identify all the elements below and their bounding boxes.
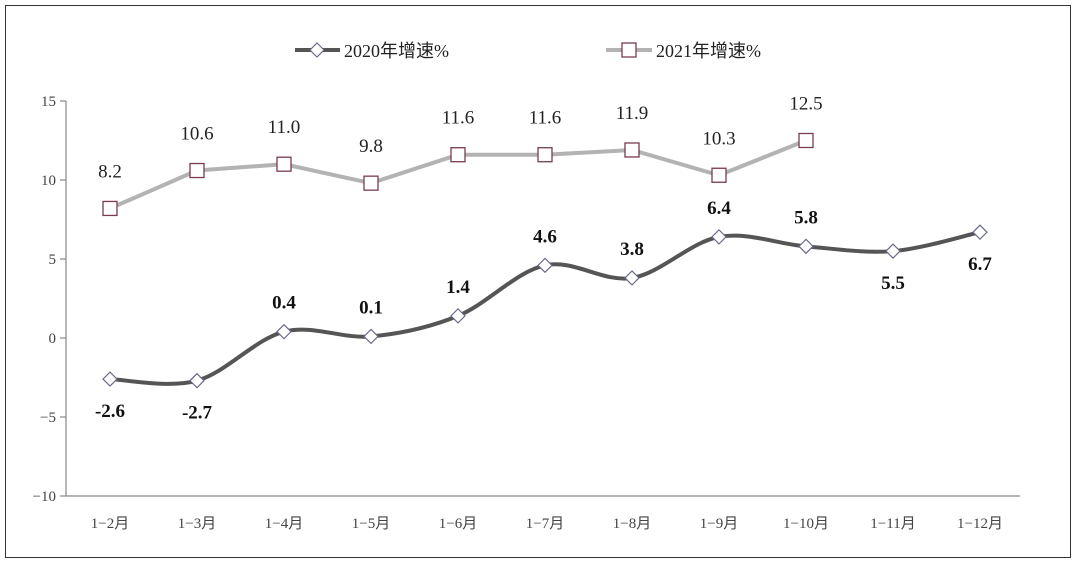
series-2020-data-label: 3.8 [620,239,644,260]
series-2020-data-label: 5.5 [881,273,905,294]
series-2021-data-label: 12.5 [789,94,822,115]
x-tick-label: 1−3月 [178,516,216,532]
series-2020-line [109,230,981,386]
series-2020-marker [276,323,292,340]
series-2021-data-label: 10.3 [702,128,735,149]
series-2021-data-label: 11.6 [442,108,475,129]
x-tick-label: 1−11月 [870,516,915,532]
series-2020-marker [885,243,901,259]
series-2020-marker [363,328,379,345]
series-2020-marker [537,257,553,274]
series-2021-data-label: 11.0 [268,117,301,138]
x-tick-label: 1−12月 [957,516,1003,532]
series-2021-data-label: 8.2 [98,161,122,182]
chart-frame [5,5,1071,558]
series-2020-marker [102,371,118,387]
x-tick-label: 1−8月 [613,516,651,532]
series-2021-data-label: 11.9 [616,103,649,124]
y-tick-label: 15 [41,94,56,110]
legend-2021-label: 2021年增速% [656,41,761,61]
series-2020-data-label: 1.4 [446,277,470,298]
series-2020-data-label: 6.7 [968,254,992,275]
series-2021-marker [624,142,640,158]
series-2020-data-label: 0.1 [359,297,383,318]
series-2020-marker [189,372,205,389]
y-tick-label: −5 [40,410,56,426]
y-tick-label: 5 [49,252,57,268]
series-2021-marker [189,162,205,179]
series-2020-marker [972,224,988,240]
series-2020-data-label: 4.6 [533,226,557,247]
series-2021-marker [276,156,292,172]
series-2020-marker [711,229,727,245]
series-2020-data-label: 5.8 [794,207,818,228]
legend-2021-square-icon [621,42,637,58]
series-2020-data-label: -2.6 [95,401,125,422]
series-2021-marker [450,147,466,163]
x-tick-label: 1−9月 [700,516,738,532]
series-2021-marker [537,147,553,163]
x-tick-label: 1−6月 [439,516,477,532]
y-tick-label: −10 [33,489,56,505]
series-2021-marker [363,175,379,191]
y-tick-label: 0 [49,331,57,347]
x-tick-label: 1−2月 [91,516,129,532]
series-2020-marker [624,270,640,286]
series-2021-marker [102,200,118,217]
series-2021-data-label: 9.8 [359,136,383,157]
series-2020-marker [450,308,466,324]
series-2021-marker [711,167,727,183]
y-tick-label: 10 [41,173,56,189]
series-2021-data-label: 11.6 [529,108,562,129]
legend-2020-label: 2020年增速% [344,41,449,61]
x-tick-label: 1−7月 [526,516,564,532]
x-tick-label: 1−10月 [783,516,829,532]
series-2020-marker [798,238,814,255]
series-2020-data-label: -2.7 [182,403,213,424]
x-tick-label: 1−4月 [265,516,303,532]
series-2020-data-label: 6.4 [707,198,731,219]
series-2020-data-label: 0.4 [272,293,296,314]
legend-2020-diamond-icon [309,42,325,58]
series-2021-marker [798,132,814,149]
series-2021-data-label: 10.6 [180,124,213,145]
x-tick-label: 1−5月 [352,516,390,532]
